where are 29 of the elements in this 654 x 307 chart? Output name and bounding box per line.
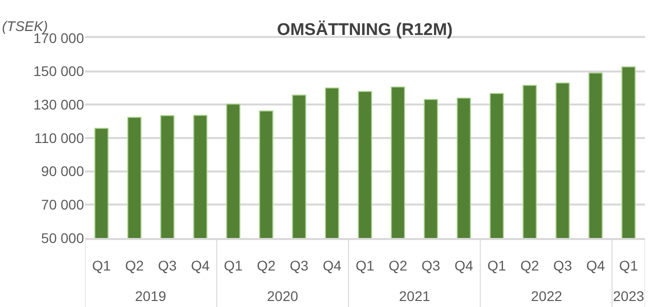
y-tick-label: 110 000 bbox=[34, 130, 84, 146]
y-tick-label: 50 000 bbox=[41, 230, 84, 246]
x-tick-label: Q1 bbox=[619, 258, 638, 274]
text: 2022 bbox=[531, 288, 562, 304]
x-tick-label: Q1 bbox=[356, 258, 375, 274]
y-tick-label: 130 000 bbox=[33, 96, 84, 113]
x-tick-label: Q4 bbox=[586, 258, 606, 274]
y-tick-label: 90 000 bbox=[41, 163, 84, 180]
x-tick-label: Q1 bbox=[487, 258, 506, 274]
text: 2020 bbox=[267, 288, 298, 304]
x-tick-label: Q3 bbox=[158, 258, 177, 274]
x-tick-label: Q4 bbox=[454, 258, 474, 274]
text: 2023 bbox=[613, 288, 644, 304]
x-tick-label: Q2 bbox=[125, 258, 144, 274]
text: 2021 bbox=[399, 288, 430, 304]
x-tick-label: Q2 bbox=[520, 258, 540, 274]
x-tick-label: Q2 bbox=[388, 258, 408, 274]
x-tick-label: Q4 bbox=[190, 258, 210, 274]
x-tick-label: Q3 bbox=[553, 258, 572, 274]
x-tick-label: Q1 bbox=[224, 258, 243, 274]
chart-title: OMSÄTTNING (R12M) bbox=[277, 20, 453, 39]
y-tick-label: 150 000 bbox=[33, 63, 84, 80]
x-tick-label: Q2 bbox=[256, 258, 276, 274]
x-tick-label: Q3 bbox=[422, 258, 440, 274]
x-tick-label: Q4 bbox=[322, 258, 342, 274]
y-tick-label: 70 000 bbox=[41, 196, 84, 213]
x-tick-label: Q3 bbox=[290, 258, 309, 274]
x-tick-label: Q1 bbox=[92, 258, 112, 274]
text: 2019 bbox=[135, 288, 166, 304]
